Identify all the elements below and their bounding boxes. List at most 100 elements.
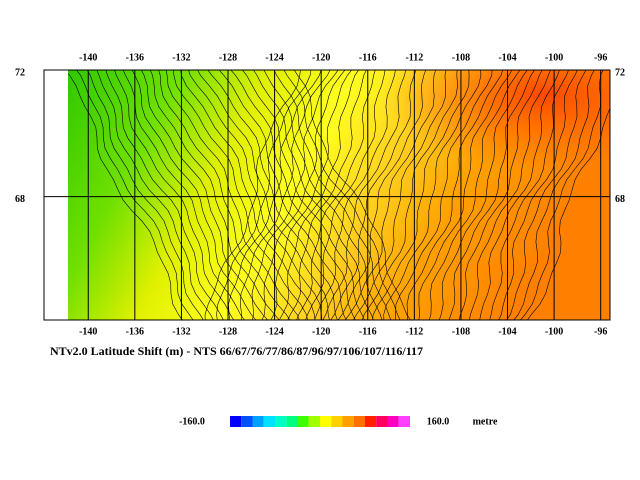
x-tick-label-top: -124: [265, 52, 283, 63]
contour-line: [489, 70, 569, 320]
contour-line: [149, 70, 280, 320]
colorbar-swatch: [263, 416, 275, 427]
contour-line: [105, 70, 224, 320]
contour-line: [216, 70, 312, 320]
colorbar-unit: metre: [473, 416, 498, 427]
contour-line: [114, 70, 234, 320]
x-tick-label-bottom: -116: [359, 326, 377, 337]
colorbar-min: -160.0: [179, 416, 205, 427]
contour-line: [418, 70, 513, 320]
contour-line: [322, 70, 407, 320]
contour-line: [337, 70, 427, 320]
contour-line: [448, 70, 535, 320]
x-tick-label-bottom: -120: [312, 326, 330, 337]
contour-line: [383, 70, 482, 320]
x-tick-label-top: -100: [545, 52, 563, 63]
x-tick-label-top: -116: [359, 52, 377, 63]
contour-line: [372, 70, 470, 320]
contours: [68, 70, 610, 320]
x-tick-label-bottom: -128: [219, 326, 237, 337]
contour-line: [406, 70, 503, 320]
contour-line: [122, 70, 245, 320]
contour-line: [428, 70, 521, 320]
contour-line: [296, 70, 376, 320]
y-tick-label-right: 72: [615, 67, 625, 78]
contour-line: [253, 70, 374, 320]
contour-line: [76, 70, 194, 320]
contour-line: [469, 70, 551, 320]
contour-line: [513, 70, 595, 320]
colorbar-max: 160.0: [427, 416, 450, 427]
y-tick-label-right: 68: [615, 194, 625, 205]
contour-line: [305, 70, 386, 320]
colorbar-swatch: [241, 416, 253, 427]
contour-line: [361, 70, 458, 320]
contour-line: [207, 70, 338, 320]
colorbar-swatch: [342, 416, 354, 427]
x-tick-label-bottom: -112: [405, 326, 423, 337]
colorbar-swatch: [353, 416, 365, 427]
colorbar-swatch: [230, 416, 242, 427]
x-tick-label-bottom: -140: [79, 326, 97, 337]
colorbar-swatch: [320, 416, 332, 427]
contour-line: [261, 70, 346, 320]
x-tick-label-top: -128: [219, 52, 237, 63]
colorbar-swatch: [286, 416, 298, 427]
colorbar-swatch: [376, 416, 388, 427]
contour-line: [242, 70, 365, 320]
contour-line: [251, 70, 339, 320]
contour-line: [498, 70, 578, 320]
contour-line: [86, 70, 204, 320]
x-tick-label-top: -112: [405, 52, 423, 63]
contour-line: [352, 70, 447, 320]
contour-line: [506, 70, 587, 320]
contour-line: [197, 70, 330, 320]
contour-line: [68, 73, 183, 320]
contour-line: [218, 70, 347, 320]
x-tick-label-top: -96: [594, 52, 607, 63]
contour-line: [173, 70, 308, 320]
contour-line: [158, 70, 291, 320]
colorbar-swatch: [252, 416, 264, 427]
y-tick-label-left: 68: [15, 194, 25, 205]
contour-line: [344, 70, 437, 320]
colorbar-swatch: [297, 416, 309, 427]
contour-line: [141, 70, 269, 320]
contour-line: [395, 70, 493, 320]
contour-line: [278, 70, 360, 320]
colorbar-swatch: [308, 416, 320, 427]
y-tick-label-left: 72: [15, 67, 25, 78]
x-tick-label-top: -108: [452, 52, 470, 63]
contour-line: [458, 70, 543, 320]
x-tick-label-bottom: -96: [594, 326, 607, 337]
contour-line: [330, 70, 417, 320]
colorbar-swatch: [331, 416, 343, 427]
colorbar-swatch: [387, 416, 399, 427]
contour-line: [293, 70, 411, 320]
x-tick-label-top: -132: [172, 52, 190, 63]
x-tick-label-top: -120: [312, 52, 330, 63]
contour-line: [479, 70, 560, 320]
contour-line: [230, 70, 356, 320]
field: [68, 70, 610, 320]
map-title: NTv2.0 Latitude Shift (m) - NTS 66/67/76…: [50, 344, 423, 358]
contour-line: [520, 70, 604, 320]
contour-line: [239, 70, 331, 320]
colorbar-swatch: [365, 416, 377, 427]
x-tick-label-bottom: -100: [545, 326, 563, 337]
map-frame: [43, 69, 611, 321]
x-tick-label-bottom: -108: [452, 326, 470, 337]
colorbar-swatch: [398, 416, 410, 427]
contour-line: [204, 70, 301, 320]
x-tick-label-top: -104: [498, 52, 516, 63]
contour-line: [314, 70, 396, 320]
x-tick-label-bottom: -136: [126, 326, 144, 337]
x-tick-label-top: -140: [79, 52, 97, 63]
contour-line: [180, 70, 316, 320]
colorbar-swatch: [275, 416, 287, 427]
contour-line: [270, 70, 353, 320]
contour-line: [188, 70, 323, 320]
x-tick-label-bottom: -132: [172, 326, 190, 337]
x-tick-label-bottom: -104: [498, 326, 516, 337]
